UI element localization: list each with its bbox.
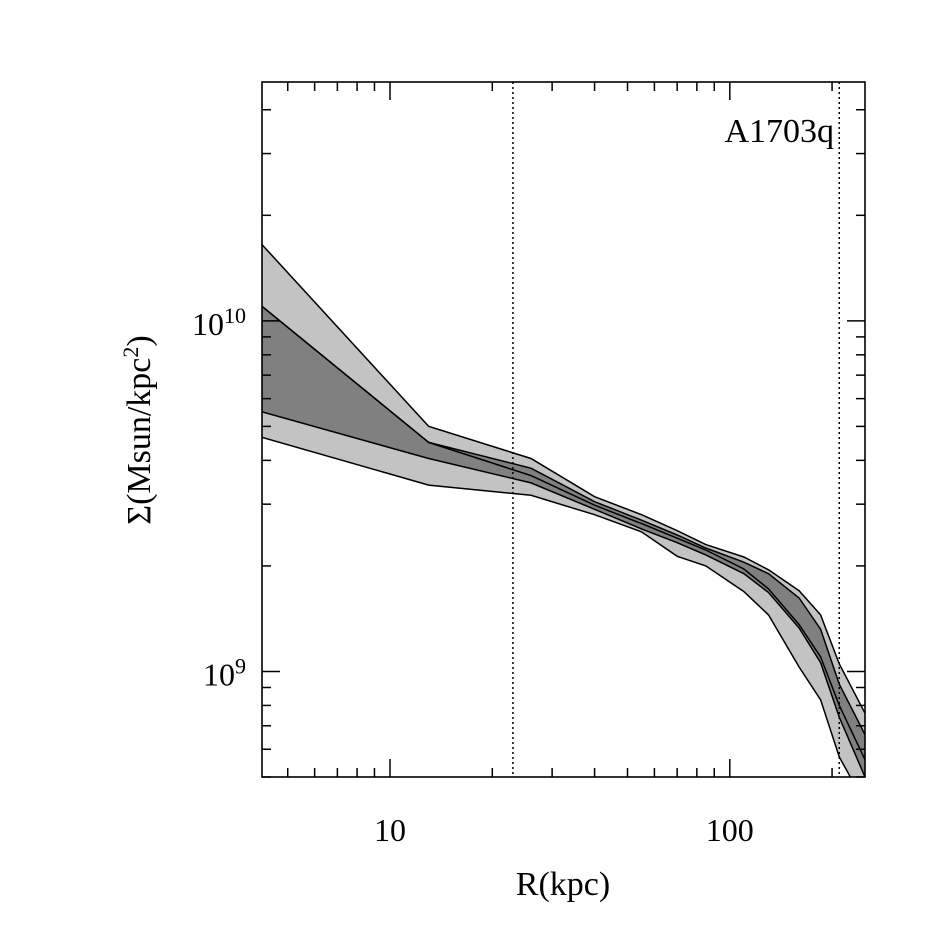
y-axis-title-base: Σ(Msun/kpc (121, 358, 158, 525)
x-axis-title: R(kpc) (516, 866, 610, 903)
reference-lines (512, 82, 841, 777)
inner-band-lower-line (262, 411, 865, 777)
median-line (262, 305, 865, 761)
y-axis-title: Σ(Msun/kpc2) (118, 335, 159, 524)
plot-frame (261, 81, 866, 778)
y-tick-label-base: 10 (192, 306, 224, 342)
outer-band-upper-line (262, 244, 865, 714)
inner-band-upper-line (262, 305, 865, 736)
y-tick-label: 1010 (192, 302, 246, 342)
y-tick-label-exponent: 9 (235, 653, 246, 678)
cluster-annotation: A1703q (724, 113, 834, 150)
outer-band-lower-line (262, 436, 852, 777)
y-axis-title-sup: 2 (118, 347, 143, 358)
x-tick-label: 100 (706, 812, 754, 848)
axis-ticks (262, 82, 865, 778)
y-tick-label: 109 (203, 653, 246, 693)
x-tick-label: 10 (374, 812, 406, 848)
bands (262, 244, 865, 777)
outer-band (262, 244, 865, 777)
y-tick-label-base: 10 (203, 656, 235, 692)
y-tick-label-exponent: 10 (224, 302, 246, 327)
y-axis-title-close: ) (121, 335, 158, 346)
